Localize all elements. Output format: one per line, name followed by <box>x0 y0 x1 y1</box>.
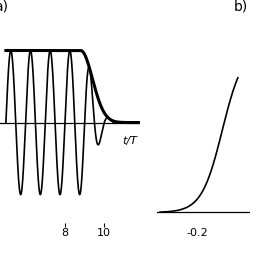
Text: b): b) <box>234 0 248 14</box>
Text: a): a) <box>0 0 9 14</box>
Text: t/T: t/T <box>122 135 137 146</box>
